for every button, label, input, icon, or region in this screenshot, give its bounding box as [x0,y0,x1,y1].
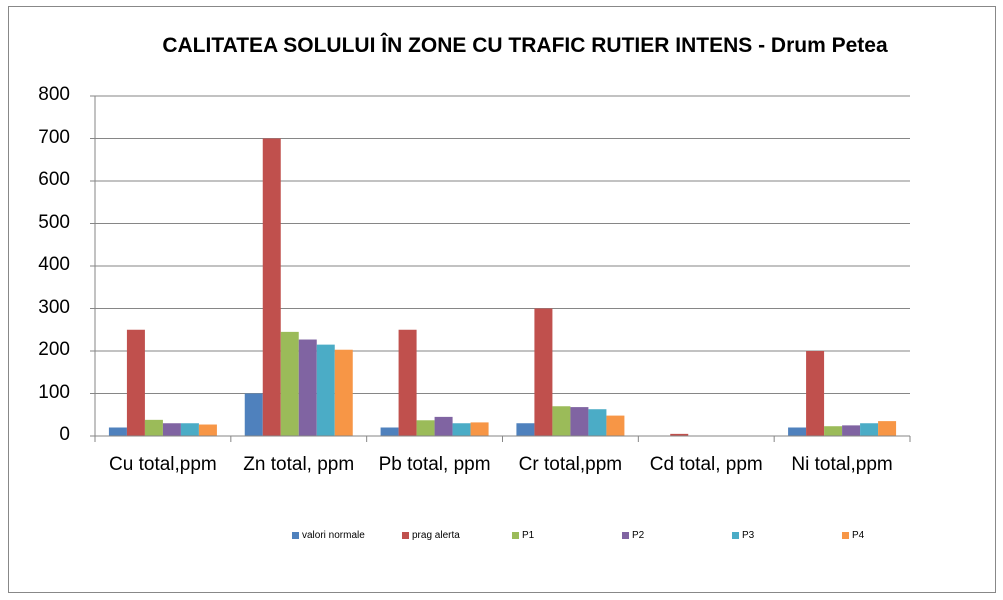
legend-swatch [842,532,849,539]
bar [788,427,807,436]
bar [588,409,607,436]
bar [144,419,163,436]
y-tick-label: 700 [38,126,70,148]
legend-label: valori normale [302,530,365,541]
y-tick-label: 0 [59,424,70,445]
legend-swatch [622,532,629,539]
bar [516,423,535,436]
legend-item: P3 [732,530,842,541]
chart-border [8,6,996,593]
bar [298,339,317,436]
bar [380,427,399,436]
legend: valori normale prag alerta P1 P2 P3 P4 [292,530,952,541]
legend-swatch [732,532,739,539]
legend-label: P3 [742,530,755,541]
bar [470,422,489,436]
y-tick-label: 500 [38,211,70,233]
bar [180,423,199,436]
bar [244,393,263,436]
bar [198,424,217,436]
y-tick-label: 100 [38,381,70,403]
legend-item: valori normale [292,530,402,541]
bar [162,423,181,436]
x-tick-label: Zn total, ppm [243,454,355,475]
bar [434,416,453,436]
x-tick-label: Pb total, ppm [378,454,491,475]
bar [280,331,299,436]
x-tick-label: Cd total, ppm [649,454,763,475]
y-tick-label: 200 [38,339,70,360]
bar [416,420,435,436]
x-tick-label: Cu total,ppm [109,454,217,475]
bar [570,407,589,436]
legend-item: P2 [622,530,732,541]
bar [334,349,353,436]
legend-swatch [402,532,409,539]
bar [552,406,571,436]
x-tick-label: Ni total,ppm [791,454,893,475]
legend-swatch [512,532,519,539]
bar [606,415,625,436]
x-tick-label: Cr total,ppm [518,454,623,475]
bar [452,423,471,436]
legend-label: P4 [852,530,865,541]
bar [670,433,689,436]
legend-label: P1 [522,530,535,541]
legend-label: P2 [632,530,645,541]
bar [534,308,553,436]
bar [842,425,861,436]
bar [126,329,145,436]
legend-item: prag alerta [402,530,512,541]
legend-item: P1 [512,530,622,541]
bar [806,351,825,436]
y-tick-label: 800 [38,84,70,105]
y-tick-label: 600 [38,169,70,190]
legend-swatch [292,532,299,539]
y-tick-label: 300 [38,296,70,318]
chart-title: CALITATEA SOLULUI ÎN ZONE CU TRAFIC RUTI… [162,34,888,57]
bar [316,344,335,436]
bar [824,426,843,436]
legend-item: P4 [842,530,952,541]
bar [262,138,281,436]
bar [860,423,879,436]
bar [878,421,897,436]
bar [108,427,127,436]
legend-label: prag alerta [412,530,460,541]
y-tick-label: 400 [38,254,70,275]
bar [398,329,417,436]
